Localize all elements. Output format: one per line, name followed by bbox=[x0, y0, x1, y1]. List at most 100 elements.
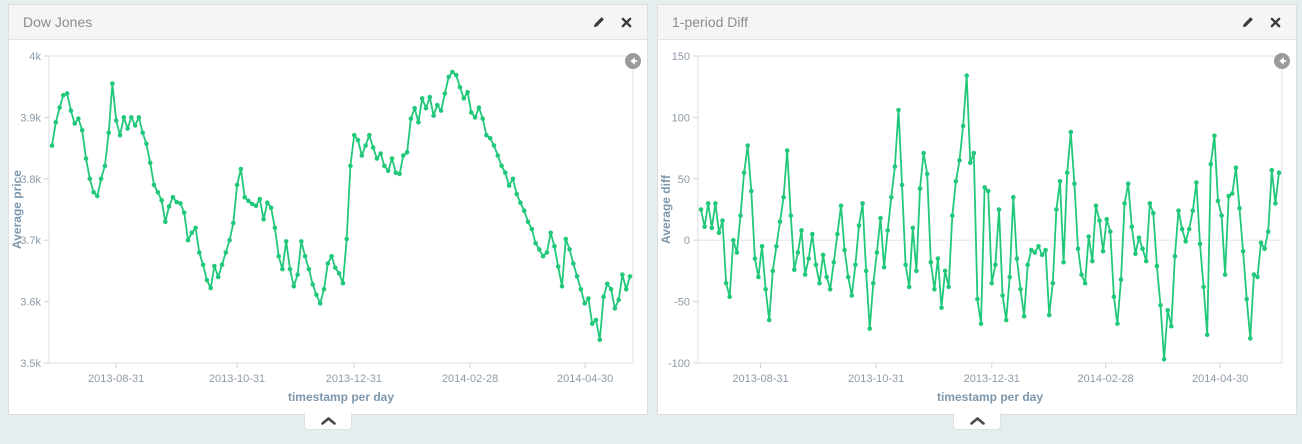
data-point bbox=[996, 207, 1002, 212]
data-point bbox=[242, 194, 247, 200]
data-point bbox=[885, 228, 890, 233]
data-point bbox=[95, 193, 100, 199]
data-point bbox=[310, 282, 316, 287]
data-point bbox=[1082, 280, 1088, 286]
data-point bbox=[151, 182, 157, 188]
data-point bbox=[1248, 336, 1253, 341]
series-line bbox=[51, 71, 631, 341]
data-point bbox=[702, 224, 707, 229]
y-tick-label: -100 bbox=[668, 358, 690, 370]
data-point bbox=[924, 171, 930, 177]
data-point bbox=[813, 262, 819, 268]
data-point bbox=[1208, 161, 1214, 167]
history-back-icon[interactable] bbox=[624, 52, 642, 70]
data-point bbox=[465, 89, 470, 95]
data-point bbox=[705, 201, 711, 206]
data-point bbox=[336, 271, 342, 276]
plot-border bbox=[697, 55, 1283, 364]
data-point bbox=[416, 120, 421, 125]
data-point bbox=[125, 126, 130, 131]
data-point bbox=[1183, 239, 1188, 244]
y-tick-label: 3.5k bbox=[20, 358, 41, 370]
data-point bbox=[83, 156, 89, 161]
data-point bbox=[1190, 208, 1196, 213]
data-point bbox=[64, 91, 70, 96]
data-point bbox=[87, 176, 93, 182]
data-point bbox=[166, 204, 172, 209]
data-point bbox=[155, 190, 161, 195]
data-point bbox=[1237, 206, 1242, 211]
data-point bbox=[227, 237, 232, 243]
data-point bbox=[910, 225, 916, 231]
data-point bbox=[928, 260, 934, 265]
data-point bbox=[359, 153, 365, 158]
chart-region: 4k 3.9k 3.8k 3.7k 3.6k 3.5k 2013-08-31 2013-10-… bbox=[9, 40, 647, 430]
data-point bbox=[623, 287, 629, 292]
pencil-icon[interactable] bbox=[1241, 15, 1255, 29]
data-point bbox=[978, 321, 984, 327]
data-point bbox=[1133, 251, 1138, 256]
data-point bbox=[1025, 262, 1030, 268]
data-point bbox=[1147, 201, 1153, 206]
data-point bbox=[1011, 194, 1016, 200]
data-point bbox=[975, 296, 980, 302]
data-point bbox=[333, 265, 338, 271]
data-point bbox=[881, 264, 887, 270]
data-point bbox=[525, 219, 531, 225]
collapse-row-button[interactable] bbox=[304, 413, 352, 430]
data-point bbox=[1194, 180, 1199, 185]
data-point bbox=[713, 201, 718, 206]
data-point bbox=[431, 113, 436, 118]
data-point bbox=[401, 153, 406, 158]
data-point bbox=[770, 268, 776, 274]
data-point bbox=[208, 285, 213, 291]
data-point bbox=[76, 116, 81, 121]
pencil-icon[interactable] bbox=[592, 15, 606, 29]
data-point bbox=[487, 136, 493, 141]
data-point bbox=[559, 284, 565, 289]
data-point bbox=[723, 280, 729, 286]
data-point bbox=[1000, 293, 1005, 298]
y-tick-label: 100 bbox=[672, 112, 690, 124]
data-point bbox=[1036, 244, 1041, 249]
data-point bbox=[57, 105, 62, 110]
panel-header[interactable]: 1-period Diff bbox=[658, 5, 1296, 40]
data-point bbox=[68, 108, 74, 113]
data-point bbox=[781, 194, 786, 200]
data-point bbox=[480, 116, 486, 121]
data-point bbox=[853, 262, 858, 268]
data-point bbox=[1233, 165, 1239, 170]
data-point bbox=[276, 253, 282, 259]
data-point bbox=[878, 215, 883, 221]
collapse-row-button[interactable] bbox=[953, 413, 1001, 430]
data-point bbox=[616, 297, 621, 303]
data-point bbox=[1057, 179, 1063, 184]
data-point bbox=[435, 102, 440, 108]
data-point bbox=[810, 231, 815, 237]
data-point bbox=[404, 150, 410, 155]
data-point bbox=[1251, 272, 1257, 277]
panel-header[interactable]: Dow Jones bbox=[9, 5, 647, 40]
data-point bbox=[204, 277, 210, 283]
close-icon[interactable] bbox=[1268, 15, 1282, 29]
data-point bbox=[874, 250, 880, 255]
data-point bbox=[185, 237, 191, 243]
data-point bbox=[1176, 208, 1181, 213]
data-point bbox=[265, 200, 270, 205]
y-tick-label: 150 bbox=[672, 51, 690, 63]
data-point bbox=[238, 166, 244, 172]
line-chart-canvas[interactable]: 150 100 50 0 -50 -100 2013-08-31 2013-10-31 2013… bbox=[658, 40, 1296, 414]
data-point bbox=[831, 260, 837, 265]
history-back-icon[interactable] bbox=[1273, 52, 1291, 70]
data-point bbox=[521, 208, 527, 213]
line-chart-canvas[interactable]: 4k 3.9k 3.8k 3.7k 3.6k 3.5k 2013-08-31 2013-10-… bbox=[9, 40, 647, 414]
close-icon[interactable] bbox=[619, 15, 633, 29]
data-point bbox=[578, 287, 584, 292]
data-point bbox=[1265, 229, 1271, 234]
data-point bbox=[1018, 287, 1023, 292]
x-tick-label: 2013-10-31 bbox=[209, 373, 265, 385]
data-point bbox=[1197, 241, 1203, 247]
data-point bbox=[537, 247, 542, 252]
data-point bbox=[982, 185, 987, 190]
chevron-up-icon bbox=[320, 417, 336, 425]
